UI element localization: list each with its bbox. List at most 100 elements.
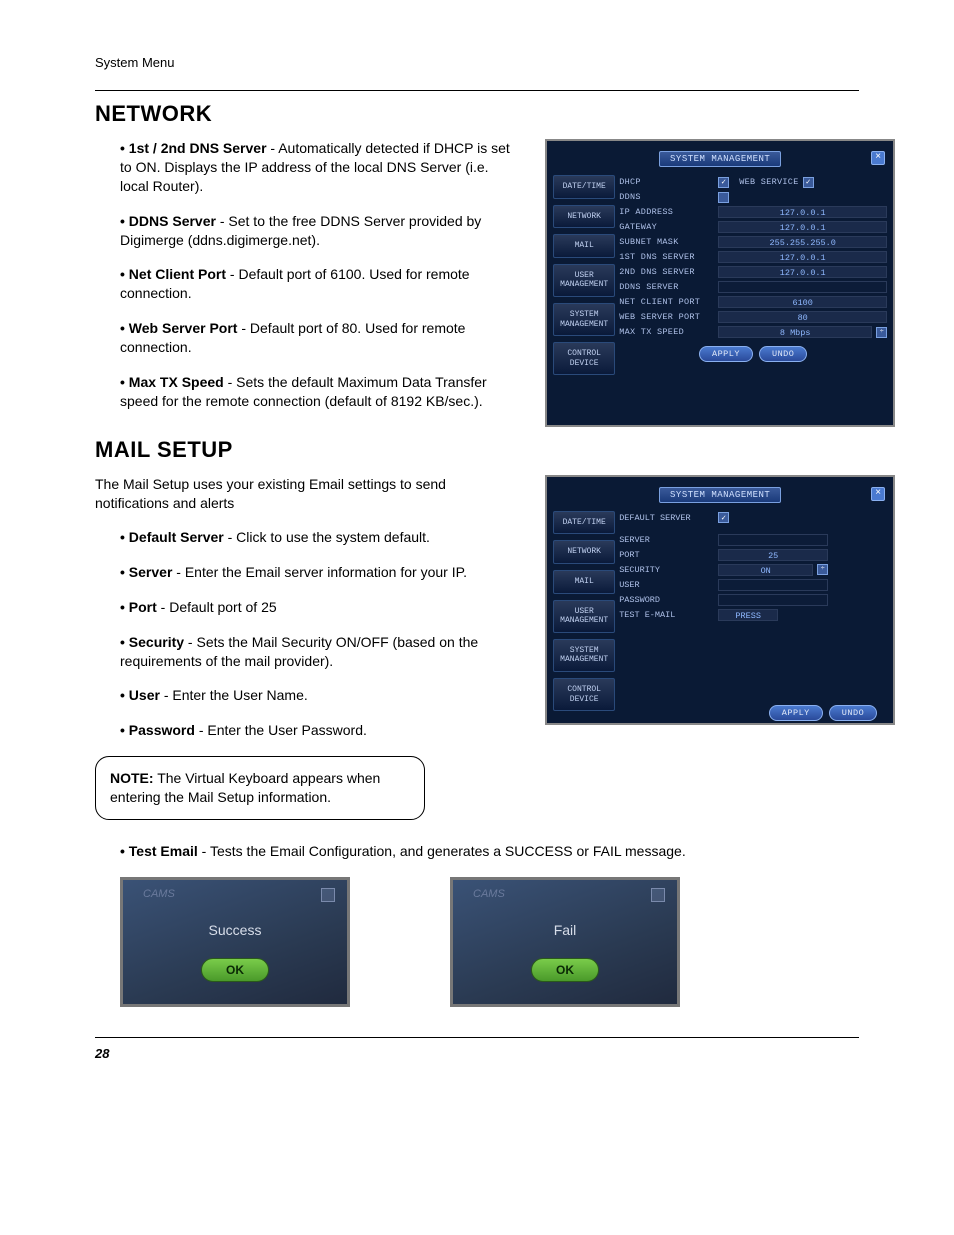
divider-top (95, 90, 859, 91)
mail-intro: The Mail Setup uses your existing Email … (95, 475, 515, 514)
undo-button[interactable]: UNDO (759, 346, 807, 362)
section-title-mail: Mail Setup (95, 437, 859, 463)
server-label: SERVER (619, 535, 714, 545)
test-email-button[interactable]: PRESS (718, 609, 778, 621)
dialog-icon (321, 888, 335, 902)
term: Default Server (129, 529, 224, 545)
network-bullets: 1st / 2nd DNS Server - Automatically det… (95, 139, 515, 411)
term: User (129, 687, 160, 703)
spinner-icon[interactable]: ÷ (817, 564, 828, 575)
ddns-server-value[interactable] (718, 281, 887, 293)
dhcp-label: DHCP (619, 177, 714, 187)
desc: - Enter the User Password. (195, 722, 367, 738)
tab-mail[interactable]: MAIL (553, 570, 615, 594)
breadcrumb: System Menu (95, 55, 859, 70)
term: 1st / 2nd DNS Server (129, 140, 267, 156)
panel-title: SYSTEM MANAGEMENT (659, 151, 781, 167)
dhcp-checkbox[interactable]: ✓ (718, 177, 729, 188)
port-value[interactable]: 25 (718, 549, 828, 561)
user-label: USER (619, 580, 714, 590)
panel-title: SYSTEM MANAGEMENT (659, 487, 781, 503)
tab-system[interactable]: SYSTEM MANAGEMENT (553, 639, 615, 672)
security-value[interactable]: ON (718, 564, 813, 576)
ok-button[interactable]: OK (201, 958, 269, 982)
tab-user[interactable]: USER MANAGEMENT (553, 600, 615, 633)
server-value[interactable] (718, 534, 828, 546)
tab-control[interactable]: CONTROL DEVICE (553, 342, 615, 375)
tab-network[interactable]: NETWORK (553, 205, 615, 229)
security-label: SECURITY (619, 565, 714, 575)
dns2-value[interactable]: 127.0.0.1 (718, 266, 887, 278)
dialog-icon (651, 888, 665, 902)
webservice-checkbox[interactable]: ✓ (803, 177, 814, 188)
ip-label: IP ADDRESS (619, 207, 714, 217)
desc: - Enter the User Name. (160, 687, 308, 703)
success-message: Success (209, 922, 262, 938)
spinner-icon[interactable]: ÷ (876, 327, 887, 338)
network-panel: SYSTEM MANAGEMENT × DATE/TIME NETWORK MA… (545, 139, 895, 427)
user-value[interactable] (718, 579, 828, 591)
desc: - Click to use the system default. (224, 529, 430, 545)
port-label: PORT (619, 550, 714, 560)
tab-user[interactable]: USER MANAGEMENT (553, 264, 615, 297)
dns1-label: 1ST DNS SERVER (619, 252, 714, 262)
default-server-checkbox[interactable]: ✓ (718, 512, 729, 523)
tab-datetime[interactable]: DATE/TIME (553, 511, 615, 535)
dns2-label: 2ND DNS SERVER (619, 267, 714, 277)
apply-button[interactable]: APPLY (699, 346, 753, 362)
gateway-value[interactable]: 127.0.0.1 (718, 221, 887, 233)
dialog-header: CAMS (143, 888, 175, 900)
apply-button[interactable]: APPLY (769, 705, 823, 721)
desc: - Default port of 25 (157, 599, 277, 615)
subnet-value[interactable]: 255.255.255.0 (718, 236, 887, 248)
netport-value[interactable]: 6100 (718, 296, 887, 308)
password-label: PASSWORD (619, 595, 714, 605)
success-dialog: CAMS Success OK (120, 877, 350, 1007)
fail-dialog: CAMS Fail OK (450, 877, 680, 1007)
term: DDNS Server (129, 213, 216, 229)
term: Server (129, 564, 173, 580)
ddns-checkbox[interactable] (718, 192, 729, 203)
term: Test Email (129, 843, 198, 859)
term: Web Server Port (129, 320, 238, 336)
ddns-label: DDNS (619, 192, 714, 202)
note-box: NOTE: The Virtual Keyboard appears when … (95, 756, 425, 820)
mail-bullets: Default Server - Click to use the system… (95, 528, 515, 740)
webservice-label: WEB SERVICE (739, 177, 798, 187)
test-email-bullet: Test Email - Tests the Email Configurati… (95, 842, 859, 861)
divider-bottom (95, 1037, 859, 1038)
term: Password (129, 722, 195, 738)
tab-control[interactable]: CONTROL DEVICE (553, 678, 615, 711)
test-email-label: TEST E-MAIL (619, 610, 714, 620)
tab-datetime[interactable]: DATE/TIME (553, 175, 615, 199)
webport-value[interactable]: 80 (718, 311, 887, 323)
ip-value[interactable]: 127.0.0.1 (718, 206, 887, 218)
subnet-label: SUBNET MASK (619, 237, 714, 247)
ddns-server-label: DDNS SERVER (619, 282, 714, 292)
term: Max TX Speed (129, 374, 224, 390)
term: Net Client Port (129, 266, 226, 282)
tab-mail[interactable]: MAIL (553, 234, 615, 258)
webport-label: WEB SERVER PORT (619, 312, 714, 322)
fail-message: Fail (554, 922, 577, 938)
desc: - Enter the Email server information for… (172, 564, 467, 580)
maxtx-value[interactable]: 8 Mbps (718, 326, 872, 338)
ok-button[interactable]: OK (531, 958, 599, 982)
maxtx-label: MAX TX SPEED (619, 327, 714, 337)
desc: - Tests the Email Configuration, and gen… (198, 843, 686, 859)
close-icon[interactable]: × (871, 151, 885, 165)
netport-label: NET CLIENT PORT (619, 297, 714, 307)
term: Port (129, 599, 157, 615)
undo-button[interactable]: UNDO (829, 705, 877, 721)
password-value[interactable] (718, 594, 828, 606)
page-number: 28 (95, 1046, 859, 1061)
section-title-network: Network (95, 101, 859, 127)
mail-panel: SYSTEM MANAGEMENT × DATE/TIME NETWORK MA… (545, 475, 895, 725)
gateway-label: GATEWAY (619, 222, 714, 232)
dns1-value[interactable]: 127.0.0.1 (718, 251, 887, 263)
term: Security (129, 634, 184, 650)
tab-network[interactable]: NETWORK (553, 540, 615, 564)
default-server-label: DEFAULT SERVER (619, 513, 714, 523)
close-icon[interactable]: × (871, 487, 885, 501)
tab-system[interactable]: SYSTEM MANAGEMENT (553, 303, 615, 336)
